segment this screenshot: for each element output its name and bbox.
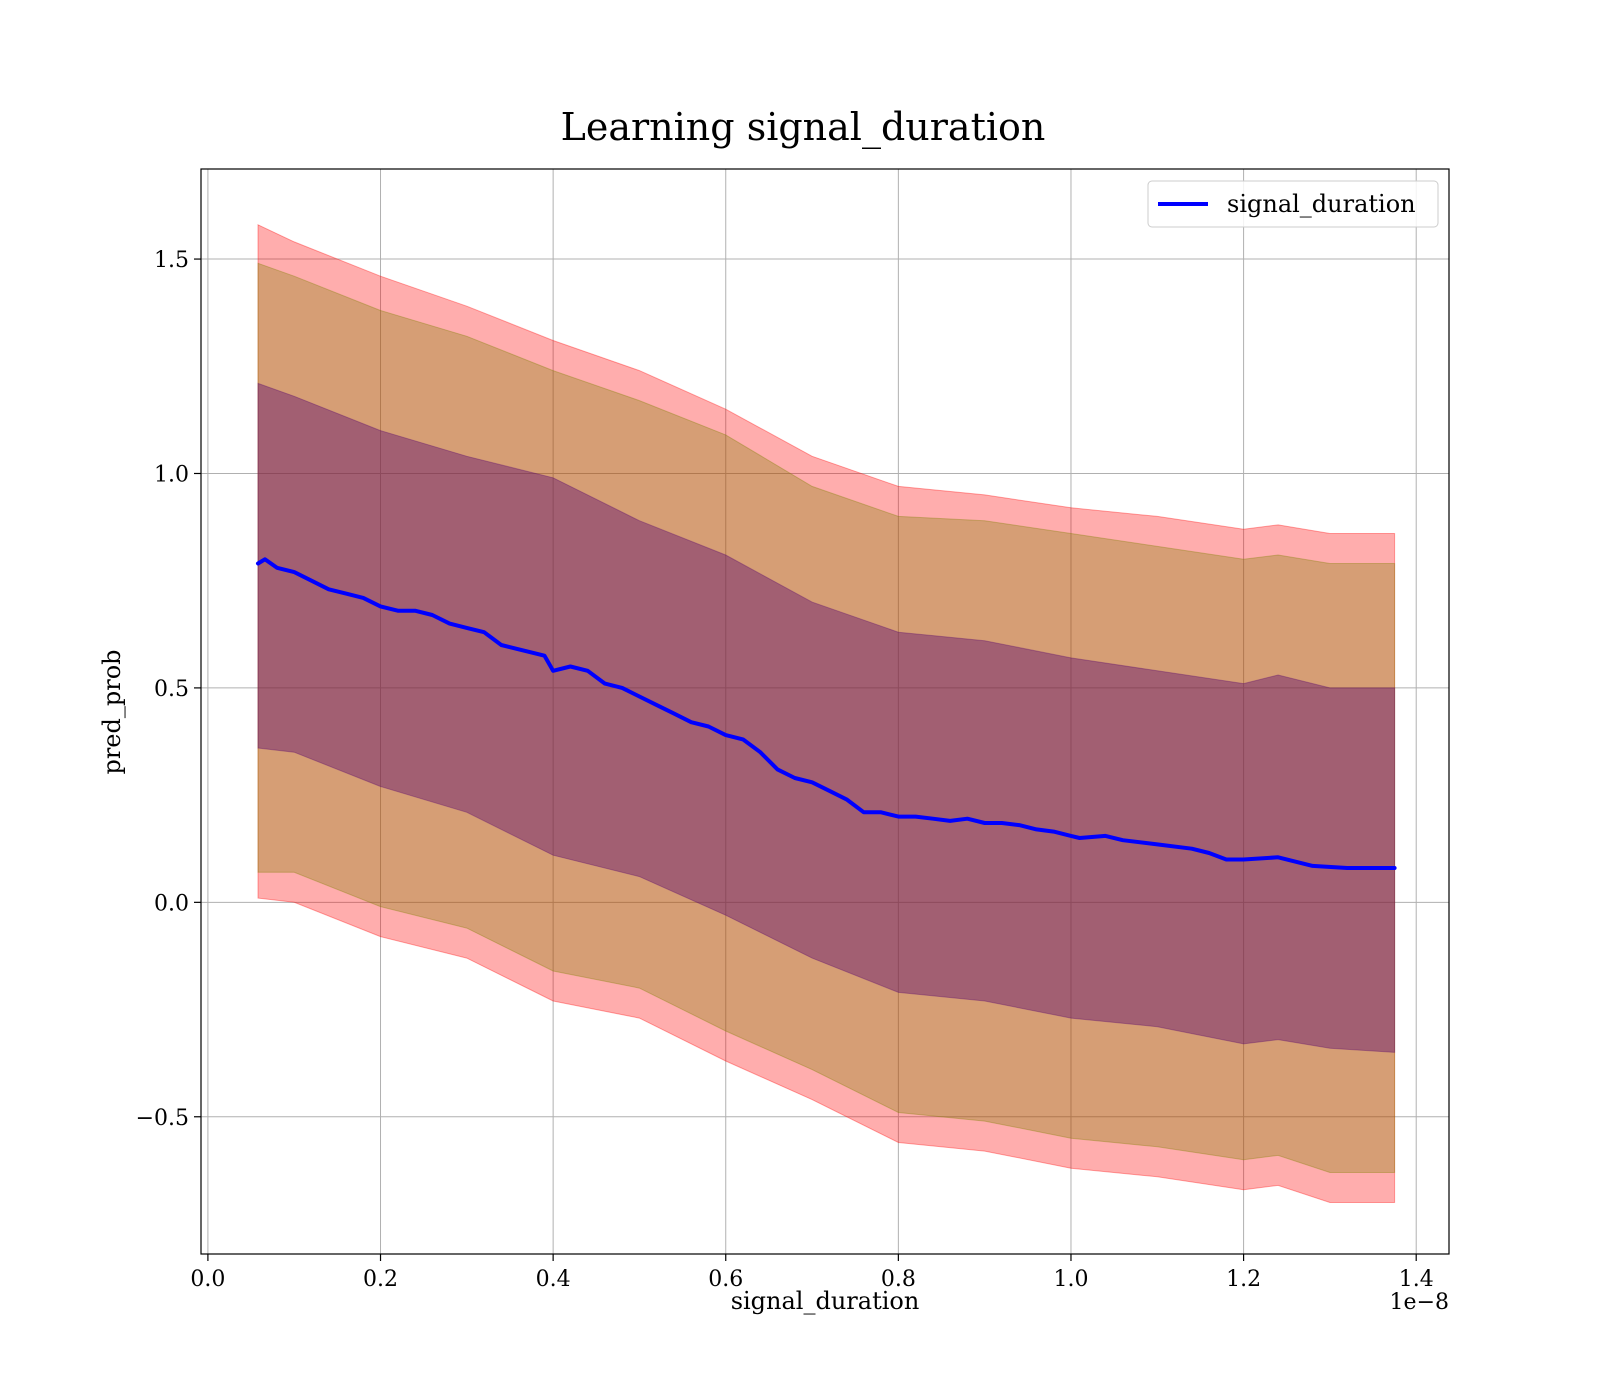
y-axis-ticks: −0.5 0.0 0.5 1.0 1.5	[136, 248, 201, 1131]
band-0	[257, 224, 1396, 1203]
series-line-0	[256, 557, 1397, 870]
confidence-bands	[257, 224, 1396, 1203]
plot-frame	[200, 168, 1450, 1255]
legend: signal_duration	[1147, 180, 1439, 228]
x-tick-label: 0.6	[708, 1267, 743, 1292]
x-tick-label: 1.4	[1399, 1267, 1434, 1292]
x-axis-label: signal_duration	[731, 1287, 920, 1315]
y-tick-label: 0.0	[154, 891, 189, 916]
x-axis-ticks: 0.0 0.2 0.4 0.6 0.8 1.0 1.2 1.4	[190, 1254, 1434, 1292]
y-tick-label: −0.5	[136, 1106, 189, 1131]
x-tick-label: 1.0	[1053, 1267, 1088, 1292]
x-tick-label: 0.0	[190, 1267, 225, 1292]
x-tick-label: 0.2	[363, 1267, 398, 1292]
y-tick-label: 1.5	[154, 248, 189, 273]
band-2	[257, 382, 1396, 1053]
legend-label-signal-duration: signal_duration	[1227, 190, 1416, 218]
y-axis-label: pred_prob	[98, 649, 126, 774]
x-axis-offset-label: 1e−8	[1390, 1290, 1449, 1315]
x-tick-label: 1.2	[1226, 1267, 1261, 1292]
chart-title: Learning signal_duration	[561, 105, 1046, 150]
grid	[201, 169, 1449, 1254]
x-tick-label: 0.4	[536, 1267, 571, 1292]
series-lines	[256, 557, 1397, 870]
x-tick-label: 0.8	[881, 1267, 916, 1292]
y-tick-label: 1.0	[154, 462, 189, 487]
legend-box	[1147, 180, 1439, 228]
y-tick-label: 0.5	[154, 677, 189, 702]
band-1	[257, 262, 1396, 1173]
